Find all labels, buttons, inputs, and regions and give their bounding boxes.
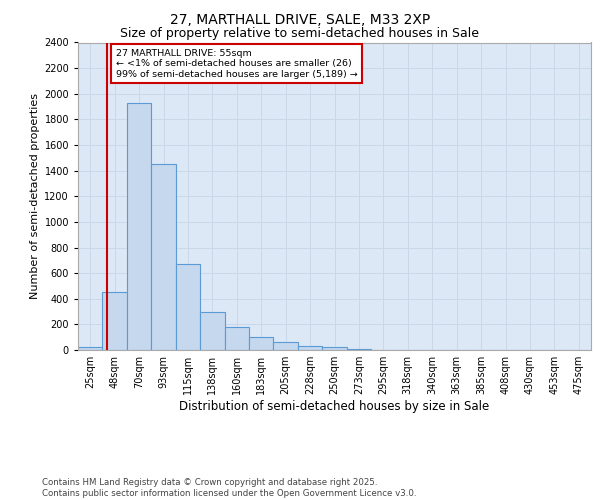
Text: 27, MARTHALL DRIVE, SALE, M33 2XP: 27, MARTHALL DRIVE, SALE, M33 2XP — [170, 12, 430, 26]
Text: Contains HM Land Registry data © Crown copyright and database right 2025.
Contai: Contains HM Land Registry data © Crown c… — [42, 478, 416, 498]
Text: Size of property relative to semi-detached houses in Sale: Size of property relative to semi-detach… — [121, 28, 479, 40]
Y-axis label: Number of semi-detached properties: Number of semi-detached properties — [30, 93, 40, 299]
Bar — [322, 348, 347, 350]
Text: 27 MARTHALL DRIVE: 55sqm
← <1% of semi-detached houses are smaller (26)
99% of s: 27 MARTHALL DRIVE: 55sqm ← <1% of semi-d… — [116, 49, 358, 78]
Bar — [274, 342, 298, 350]
Bar — [176, 264, 200, 350]
Bar — [151, 164, 176, 350]
Bar — [224, 327, 249, 350]
Bar — [127, 102, 151, 350]
Bar — [78, 348, 103, 350]
Bar — [298, 346, 322, 350]
X-axis label: Distribution of semi-detached houses by size in Sale: Distribution of semi-detached houses by … — [179, 400, 490, 413]
Bar — [103, 292, 127, 350]
Bar — [200, 312, 224, 350]
Bar — [249, 337, 274, 350]
